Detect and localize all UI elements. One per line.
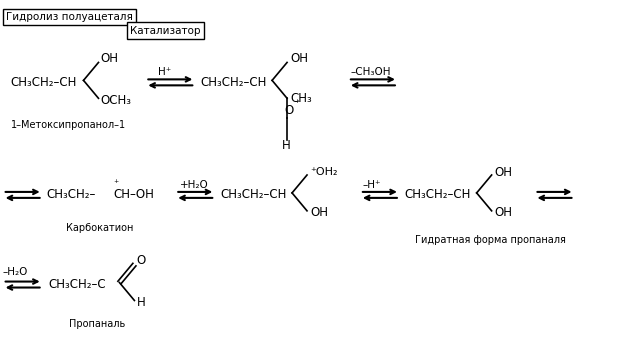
Text: H: H <box>137 296 145 309</box>
Text: +H₂O: +H₂O <box>180 180 209 190</box>
Text: OCH₃: OCH₃ <box>101 94 131 107</box>
Text: –CH₃OH: –CH₃OH <box>351 67 392 77</box>
Text: OH: OH <box>290 52 308 65</box>
Text: O: O <box>284 104 294 117</box>
Text: CH₃CH₂–: CH₃CH₂– <box>47 189 96 201</box>
Text: CH–OH: CH–OH <box>113 189 154 201</box>
Text: Катализатор: Катализатор <box>130 25 201 35</box>
Text: ⁺: ⁺ <box>113 179 119 189</box>
Text: OH: OH <box>495 165 513 179</box>
Text: OH: OH <box>310 206 328 219</box>
Text: CH₃: CH₃ <box>290 92 312 105</box>
Text: CH₃CH₂–CH: CH₃CH₂–CH <box>405 189 471 201</box>
Text: CH₃CH₂–CH: CH₃CH₂–CH <box>11 76 77 89</box>
Text: Карбокатион: Карбокатион <box>65 223 133 233</box>
Text: –H⁺: –H⁺ <box>363 180 381 190</box>
Text: OH: OH <box>495 206 513 219</box>
Text: O: O <box>137 254 146 267</box>
Text: CH₃CH₂–CH: CH₃CH₂–CH <box>200 76 267 89</box>
Text: ⁺OH₂: ⁺OH₂ <box>310 167 338 177</box>
Text: OH: OH <box>101 52 119 65</box>
Text: –H₂O: –H₂O <box>3 267 28 277</box>
Text: CH₃CH₂–CH: CH₃CH₂–CH <box>221 189 287 201</box>
Text: Гидролиз полуацеталя: Гидролиз полуацеталя <box>6 12 133 22</box>
Text: Гидратная форма пропаналя: Гидратная форма пропаналя <box>415 235 565 245</box>
Text: ⁺: ⁺ <box>294 99 299 109</box>
Text: CH₃CH₂–C: CH₃CH₂–C <box>49 278 106 291</box>
Text: 1–Метоксипропанол–1: 1–Метоксипропанол–1 <box>11 120 126 130</box>
Text: H: H <box>282 139 291 152</box>
Text: Пропаналь: Пропаналь <box>69 319 125 330</box>
Text: H⁺: H⁺ <box>158 67 172 77</box>
